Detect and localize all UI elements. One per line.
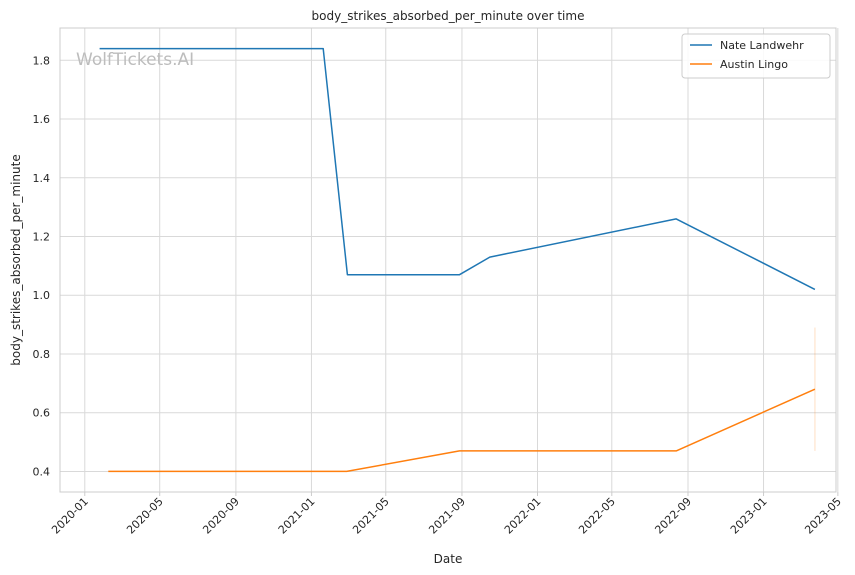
y-tick-labels: 0.4 0.6 0.8 1.0 1.2 1.4 1.6 1.8 bbox=[33, 54, 51, 478]
x-tick-labels: 2020-01 2020-05 2020-09 2021-01 2021-05 2021-… bbox=[49, 492, 844, 537]
y-tick-label: 0.4 bbox=[33, 465, 51, 478]
watermark-text: WolfTickets.AI bbox=[76, 50, 194, 70]
x-tick-label: 2022-09 bbox=[652, 495, 694, 537]
series-line-0 bbox=[99, 47, 816, 291]
x-tick-label: 2020-01 bbox=[49, 495, 91, 537]
x-tick-label: 2023-05 bbox=[802, 495, 844, 537]
y-tick-label: 0.6 bbox=[33, 407, 51, 420]
x-tick-label: 2020-05 bbox=[124, 495, 166, 537]
x-tick-label: 2021-09 bbox=[426, 495, 468, 537]
x-tick-label: 2020-09 bbox=[200, 495, 242, 537]
chart-title: body_strikes_absorbed_per_minute over ti… bbox=[312, 9, 585, 23]
y-tick-label: 1.2 bbox=[33, 231, 51, 244]
y-tick-label: 1.4 bbox=[33, 172, 51, 185]
x-axis-label: Date bbox=[434, 552, 463, 566]
y-tick-label: 1.6 bbox=[33, 113, 51, 126]
x-tick-label: 2022-05 bbox=[576, 495, 618, 537]
plot-frame bbox=[59, 27, 837, 493]
series-lines bbox=[99, 47, 816, 473]
x-tick-label: 2021-05 bbox=[350, 495, 392, 537]
series-line-1 bbox=[108, 388, 816, 473]
legend-label: Nate Landwehr bbox=[720, 39, 804, 52]
x-tick-label: 2021-01 bbox=[276, 495, 318, 537]
x-tick-label: 2023-01 bbox=[728, 495, 770, 537]
y-tick-label: 1.8 bbox=[33, 54, 51, 67]
y-tick-label: 1.0 bbox=[33, 289, 51, 302]
legend-label: Austin Lingo bbox=[720, 58, 788, 71]
legend-box bbox=[681, 33, 831, 79]
grid-lines bbox=[60, 28, 839, 492]
y-tick-label: 0.8 bbox=[33, 348, 51, 361]
y-axis-label: body_strikes_absorbed_per_minute bbox=[9, 154, 23, 365]
legend: Nate Landwehr Austin Lingo bbox=[681, 33, 831, 79]
x-tick-label: 2022-01 bbox=[502, 495, 544, 537]
